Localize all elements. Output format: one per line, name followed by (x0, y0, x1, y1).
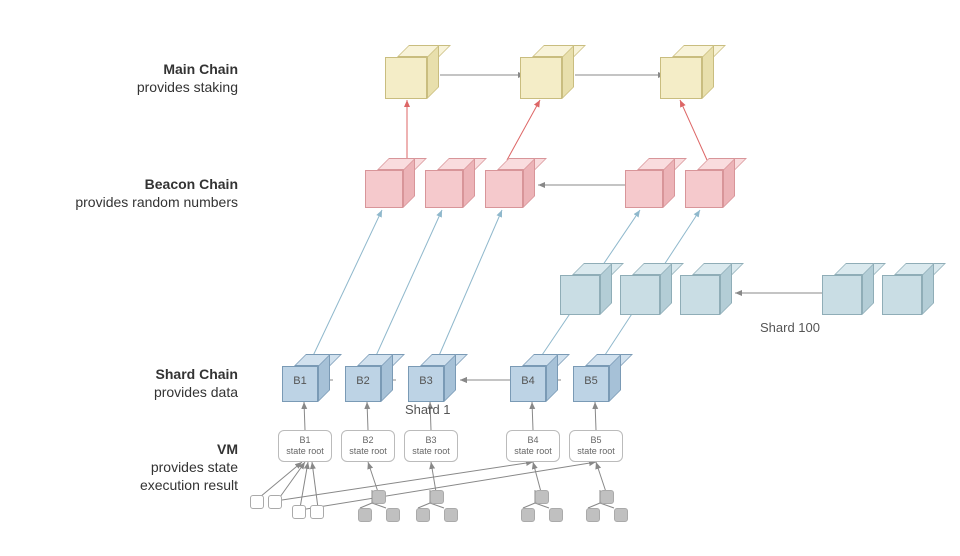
vm-node (416, 508, 430, 522)
state-sub: state root (412, 446, 450, 457)
vm-node (268, 495, 282, 509)
state-label: B5 (590, 435, 601, 446)
vm-node (614, 508, 628, 522)
cube-label: B5 (573, 375, 609, 387)
state-label: B4 (527, 435, 538, 446)
vm-node (535, 490, 549, 504)
vm-node (372, 490, 386, 504)
layer-sub: provides data (154, 383, 238, 401)
vm-node (444, 508, 458, 522)
vm-node (549, 508, 563, 522)
state-label: B2 (362, 435, 373, 446)
layer-sub: execution result (140, 476, 238, 494)
state-root: B2state root (341, 430, 395, 462)
vm-node (386, 508, 400, 522)
state-sub: state root (349, 446, 387, 457)
layer-title: Beacon Chain (75, 175, 238, 193)
state-sub: state root (286, 446, 324, 457)
state-label: B1 (299, 435, 310, 446)
layer-title: Shard Chain (154, 365, 238, 383)
layer-title: Main Chain (137, 60, 238, 78)
layer-sub: provides random numbers (75, 193, 238, 211)
vm-node (250, 495, 264, 509)
vm-node (430, 490, 444, 504)
layer-label: Main Chainprovides staking (137, 60, 238, 96)
layer-label: Shard Chainprovides data (154, 365, 238, 401)
vm-node (292, 505, 306, 519)
state-sub: state root (514, 446, 552, 457)
state-root: B5state root (569, 430, 623, 462)
state-root: B4state root (506, 430, 560, 462)
vm-node (358, 508, 372, 522)
layer-sub: provides state (140, 458, 238, 476)
shard-label: Shard 100 (760, 320, 820, 335)
cube-label: B3 (408, 375, 444, 387)
state-sub: state root (577, 446, 615, 457)
shard-label: Shard 1 (405, 402, 451, 417)
layer-title: VM (140, 440, 238, 458)
cube-label: B2 (345, 375, 381, 387)
cube-label: B4 (510, 375, 546, 387)
layer-label: Beacon Chainprovides random numbers (75, 175, 238, 211)
vm-node (521, 508, 535, 522)
vm-node (310, 505, 324, 519)
state-label: B3 (425, 435, 436, 446)
cube-label: B1 (282, 375, 318, 387)
vm-node (600, 490, 614, 504)
state-root: B3state root (404, 430, 458, 462)
vm-node (586, 508, 600, 522)
layer-sub: provides staking (137, 78, 238, 96)
state-root: B1state root (278, 430, 332, 462)
layer-label: VMprovides stateexecution result (140, 440, 238, 495)
